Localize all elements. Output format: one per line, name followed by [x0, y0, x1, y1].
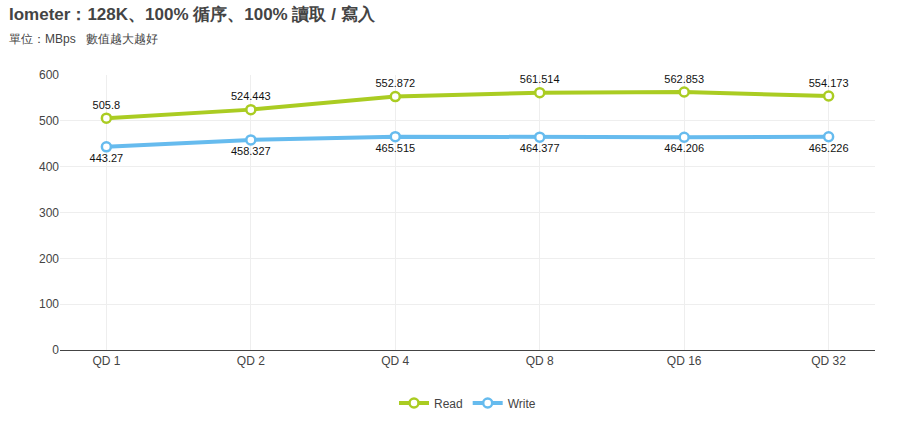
svg-text:QD 32: QD 32: [811, 354, 846, 368]
svg-text:400: 400: [39, 160, 59, 174]
svg-text:300: 300: [39, 206, 59, 220]
svg-text:552.872: 552.872: [375, 77, 415, 89]
svg-text:554.173: 554.173: [809, 77, 849, 89]
svg-text:465.515: 465.515: [375, 142, 415, 154]
svg-text:QD 16: QD 16: [667, 354, 702, 368]
svg-text:Iometer：128K、100% 循序、100% 讀取 /: Iometer：128K、100% 循序、100% 讀取 / 寫入單位：MBps…: [9, 5, 376, 45]
svg-text:562.853: 562.853: [664, 73, 704, 85]
svg-text:QD 8: QD 8: [526, 354, 554, 368]
svg-text:Read: Read: [434, 397, 463, 411]
svg-text:464.206: 464.206: [664, 142, 704, 154]
svg-text:600: 600: [39, 68, 59, 82]
svg-text:524.443: 524.443: [231, 90, 271, 102]
svg-text:561.514: 561.514: [520, 73, 560, 85]
svg-text:443.27: 443.27: [90, 152, 124, 164]
svg-text:Write: Write: [508, 397, 536, 411]
svg-text:QD 2: QD 2: [237, 354, 265, 368]
svg-text:458.327: 458.327: [231, 145, 271, 157]
svg-text:500: 500: [39, 114, 59, 128]
svg-text:0: 0: [52, 343, 59, 357]
svg-text:505.8: 505.8: [93, 99, 121, 111]
svg-text:QD 4: QD 4: [381, 354, 409, 368]
svg-text:465.226: 465.226: [809, 142, 849, 154]
svg-text:200: 200: [39, 252, 59, 266]
svg-text:464.377: 464.377: [520, 142, 560, 154]
svg-text:QD 1: QD 1: [92, 354, 120, 368]
svg-text:100: 100: [39, 297, 59, 311]
